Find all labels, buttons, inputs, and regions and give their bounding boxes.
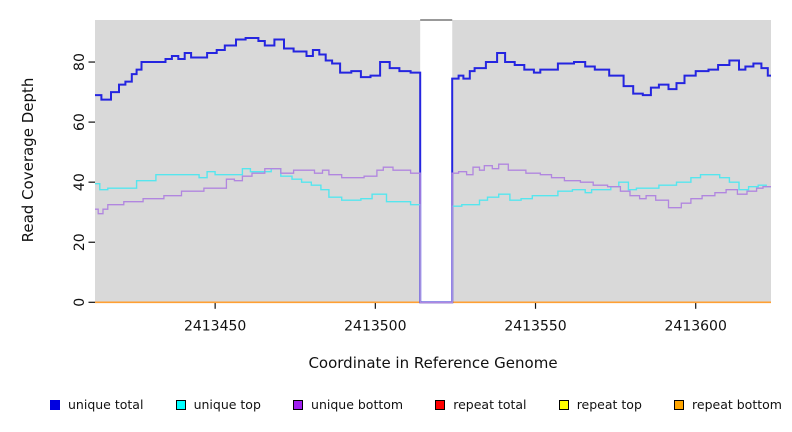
coverage-gap-band [420,20,453,303]
series-line-unique-top [95,168,771,303]
legend-item-repeat-top: repeat top [558,396,642,414]
legend-label: repeat top [576,397,642,412]
series-line-unique-total [95,37,771,304]
y-tick-label: 80 [72,53,88,71]
legend-label: repeat bottom [692,397,782,412]
y-tick-label: 60 [72,113,88,131]
x-tick-label: 2413550 [504,318,566,334]
legend-item-repeat-bottom: repeat bottom [674,396,782,414]
legend-item-unique-total: unique total [50,396,143,414]
legend-swatch-icon [435,400,446,410]
legend-label: repeat total [453,397,527,412]
legend-swatch-icon [558,400,569,410]
x-tick-label: 2413450 [184,318,246,334]
y-tick-label: 20 [72,233,88,251]
legend-item-unique-bottom: unique bottom [293,396,403,414]
legend-label: unique top [193,397,261,412]
legend-swatch-icon [50,400,60,410]
legend-swatch-icon [175,400,186,410]
legend-item-unique-top: unique top [175,396,261,414]
y-axis-title: Read Coverage Depth [19,77,37,243]
legend-item-repeat-total: repeat total [435,396,527,414]
x-tick-label: 2413600 [665,318,727,334]
chart-legend: unique total unique top unique bottom repea… [0,396,792,414]
chart-canvas: 0 20 40 60 80 2413450 2413500 2413550 2413600 [72,19,771,334]
series-line-unique-bottom [95,163,771,303]
y-tick-label: 0 [72,298,88,307]
legend-label: unique total [68,397,144,412]
legend-swatch-icon [293,400,304,410]
x-axis-title: Coordinate in Reference Genome [308,354,558,372]
x-tick-label: 2413500 [344,318,406,334]
legend-label: unique bottom [311,397,404,412]
y-tick-label: 40 [72,173,88,191]
legend-swatch-icon [674,400,685,410]
